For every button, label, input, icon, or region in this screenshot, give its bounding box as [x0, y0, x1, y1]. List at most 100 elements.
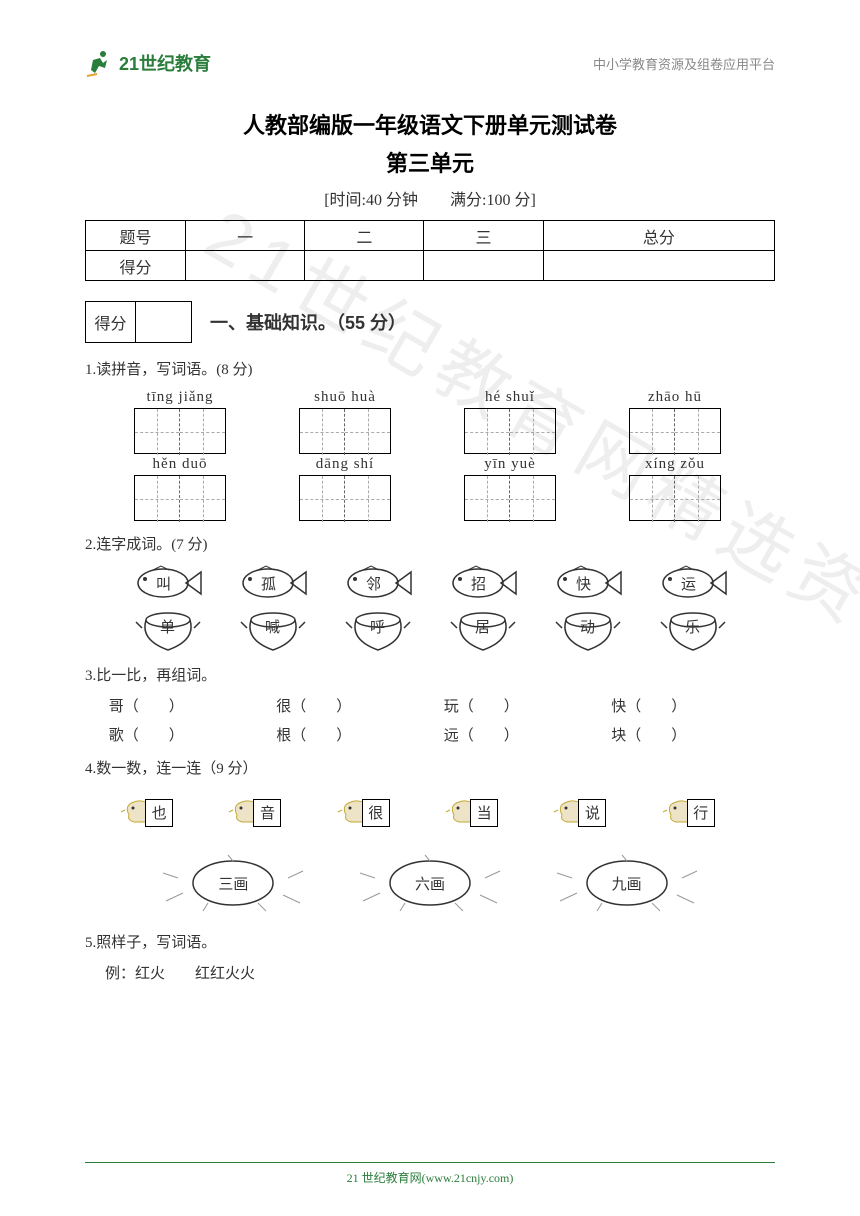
bird-item: 说 [552, 790, 632, 835]
bird-item: 音 [227, 790, 307, 835]
pot-char: 喊 [265, 616, 280, 637]
section-score-label: 得分 [86, 302, 136, 342]
fish-item: 快 [553, 564, 623, 602]
fish-item: 运 [658, 564, 728, 602]
nest-label: 六画 [415, 873, 445, 894]
fish-char: 运 [681, 573, 696, 594]
bird-char-box: 行 [687, 799, 715, 827]
compare-item[interactable]: 根（ ） [276, 724, 416, 745]
exam-info: [时间:40 分钟 满分:100 分] [85, 186, 775, 210]
th-total: 总分 [543, 221, 774, 251]
fish-char: 叫 [156, 573, 171, 594]
section-1-title: 一、基础知识。（55 分） [210, 309, 406, 335]
score-cell-2[interactable] [305, 251, 424, 281]
page-header: 21世纪教育 中小学教育资源及组卷应用平台 [85, 48, 775, 78]
pinyin: xíng zǒu [620, 456, 730, 473]
bird-item: 当 [444, 790, 524, 835]
pot-item: 呼 [342, 610, 414, 652]
fish-char: 邻 [366, 573, 381, 594]
page-footer: 21 世纪教育网(www.21cnjy.com) [0, 1162, 860, 1186]
bird-char-box: 音 [253, 799, 281, 827]
pot-char: 单 [160, 616, 175, 637]
section-1-header: 得分 一、基础知识。（55 分） [85, 301, 775, 343]
compare-item[interactable]: 玩（ ） [444, 695, 584, 716]
bird-item: 也 [119, 790, 199, 835]
compare-item[interactable]: 歌（ ） [109, 724, 249, 745]
page-title: 人教部编版一年级语文下册单元测试卷 [85, 108, 775, 140]
pinyin: zhāo hū [620, 389, 730, 406]
fish-item: 邻 [343, 564, 413, 602]
q4-text: 4.数一数，连一连（9 分） [85, 757, 775, 778]
score-cell-3[interactable] [424, 251, 543, 281]
char-grid[interactable] [299, 475, 391, 521]
char-grid[interactable] [134, 408, 226, 454]
q1-text: 1.读拼音，写词语。(8 分) [85, 358, 775, 379]
pot-item: 居 [447, 610, 519, 652]
char-grid[interactable] [299, 408, 391, 454]
compare-item[interactable]: 很（ ） [276, 695, 416, 716]
section-score-box: 得分 [85, 301, 192, 343]
q5-text: 5.照样子，写词语。 [85, 931, 775, 952]
score-cell-1[interactable] [186, 251, 305, 281]
fish-char: 孤 [261, 573, 276, 594]
unit-title: 第三单元 [85, 146, 775, 178]
compare-item[interactable]: 快（ ） [611, 695, 751, 716]
pot-item: 单 [132, 610, 204, 652]
q1-row1: tīng jiǎng shuō huà hé shuǐ zhāo hū [85, 389, 775, 454]
pot-item: 动 [552, 610, 624, 652]
q2-text: 2.连字成词。(7 分) [85, 533, 775, 554]
pinyin: shuō huà [290, 389, 400, 406]
pot-item: 乐 [657, 610, 729, 652]
pot-item: 喊 [237, 610, 309, 652]
bird-item: 很 [336, 790, 416, 835]
char-grid[interactable] [629, 475, 721, 521]
section-score-value[interactable] [136, 302, 191, 342]
char-grid[interactable] [134, 475, 226, 521]
score-table: 题号 一 二 三 总分 得分 [85, 220, 775, 281]
fish-item: 叫 [133, 564, 203, 602]
q4-bird-row: 也 音 很 当 说 行 [85, 790, 775, 835]
q3-row1: 哥（ ） 很（ ） 玩（ ） 快（ ） [85, 695, 775, 716]
q4-nest-row: 三画 六画 九画 [85, 853, 775, 913]
q2-fish-row: 叫 孤 邻 招 快 运 [85, 564, 775, 602]
footer-text: 21 世纪教育网(www.21cnjy.com) [0, 1169, 860, 1186]
bird-char-box: 很 [362, 799, 390, 827]
nest-item: 三画 [158, 853, 308, 913]
header-subtitle: 中小学教育资源及组卷应用平台 [593, 54, 775, 73]
th-3: 三 [424, 221, 543, 251]
char-grid[interactable] [464, 475, 556, 521]
pinyin: hé shuǐ [455, 389, 565, 406]
nest-label: 九画 [612, 873, 642, 894]
pot-char: 呼 [370, 616, 385, 637]
char-grid[interactable] [629, 408, 721, 454]
th-1: 一 [186, 221, 305, 251]
th-label: 题号 [86, 221, 186, 251]
pinyin: tīng jiǎng [125, 389, 235, 406]
pot-char: 乐 [685, 616, 700, 637]
pot-char: 居 [475, 616, 490, 637]
bird-char-box: 也 [145, 799, 173, 827]
fish-char: 快 [576, 573, 591, 594]
runner-icon [85, 48, 115, 78]
pinyin: yīn yuè [455, 456, 565, 473]
char-grid[interactable] [464, 408, 556, 454]
compare-item[interactable]: 远（ ） [444, 724, 584, 745]
score-label: 得分 [86, 251, 186, 281]
q2-pot-row: 单 喊 呼 居 动 乐 [85, 610, 775, 652]
th-2: 二 [305, 221, 424, 251]
fish-char: 招 [471, 573, 486, 594]
q1-row2: hěn duō dāng shí yīn yuè xíng zǒu [85, 456, 775, 521]
pinyin: dāng shí [290, 456, 400, 473]
fish-item: 孤 [238, 564, 308, 602]
pinyin: hěn duō [125, 456, 235, 473]
compare-item[interactable]: 块（ ） [611, 724, 751, 745]
compare-item[interactable]: 哥（ ） [109, 695, 249, 716]
logo: 21世纪教育 [85, 48, 211, 78]
q3-row2: 歌（ ） 根（ ） 远（ ） 块（ ） [85, 724, 775, 745]
score-cell-total[interactable] [543, 251, 774, 281]
nest-item: 九画 [552, 853, 702, 913]
q5-example: 例：红火 红红火火 [85, 962, 775, 983]
nest-item: 六画 [355, 853, 505, 913]
bird-item: 行 [661, 790, 741, 835]
q3-text: 3.比一比，再组词。 [85, 664, 775, 685]
